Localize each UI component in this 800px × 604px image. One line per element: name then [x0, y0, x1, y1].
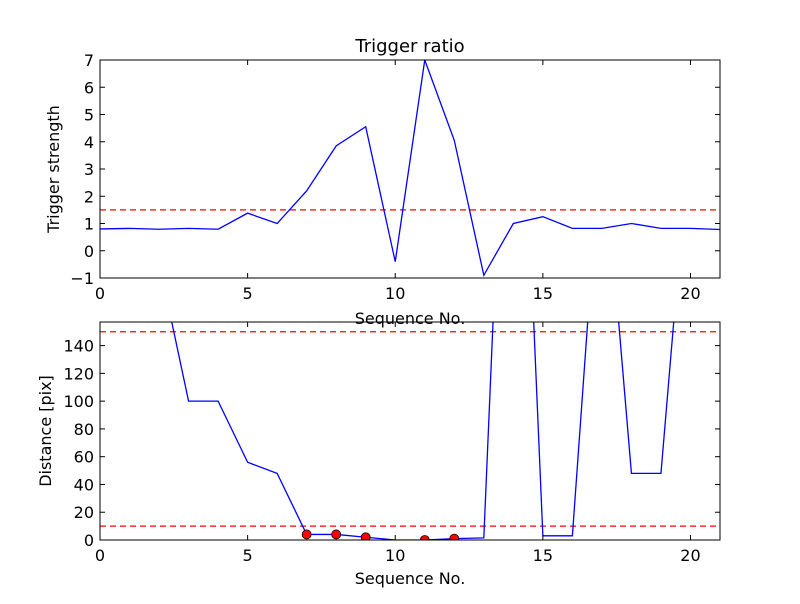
y-axis-label: Trigger strength [44, 105, 63, 234]
x-tick-label: 10 [385, 546, 405, 565]
series-line [171, 322, 675, 540]
x-tick-label: 20 [680, 546, 700, 565]
y-tick-label: 1 [84, 215, 94, 234]
x-tick-label: 0 [95, 546, 105, 565]
y-tick-label: 7 [84, 51, 94, 70]
series-line [100, 60, 720, 278]
x-tick-label: 10 [385, 284, 405, 303]
data-point [449, 533, 460, 540]
y-tick-label: 60 [74, 448, 94, 467]
chart-title: Trigger ratio [354, 36, 464, 57]
x-tick-label: 15 [533, 546, 553, 565]
y-tick-label: 120 [63, 364, 94, 383]
plot-frame [99, 59, 721, 279]
y-tick-label: 6 [84, 78, 94, 97]
x-tick-label: 20 [680, 284, 700, 303]
x-tick-label: 0 [95, 284, 105, 303]
x-axis-label: Sequence No. [355, 309, 466, 328]
data-point [360, 532, 371, 540]
x-axis-label: Sequence No. [355, 569, 466, 588]
y-tick-label: 140 [63, 337, 94, 356]
y-tick-label: 40 [74, 475, 94, 494]
y-tick-label: 0 [84, 531, 94, 550]
y-tick-label: 2 [84, 187, 94, 206]
y-tick-label: 80 [74, 420, 94, 439]
plot-frame [99, 321, 721, 541]
x-tick-label: 5 [243, 284, 253, 303]
data-point [419, 535, 430, 540]
y-tick-label: −1 [70, 269, 94, 288]
data-point [301, 529, 312, 540]
y-tick-label: 100 [63, 392, 94, 411]
data-point [331, 529, 342, 540]
y-axis-label: Distance [pix] [36, 375, 55, 487]
x-tick-label: 15 [533, 284, 553, 303]
y-tick-label: 3 [84, 160, 94, 179]
y-tick-label: 4 [84, 133, 94, 152]
y-tick-label: 5 [84, 106, 94, 125]
y-tick-label: 20 [74, 503, 94, 522]
x-tick-label: 5 [243, 546, 253, 565]
y-tick-label: 0 [84, 242, 94, 261]
